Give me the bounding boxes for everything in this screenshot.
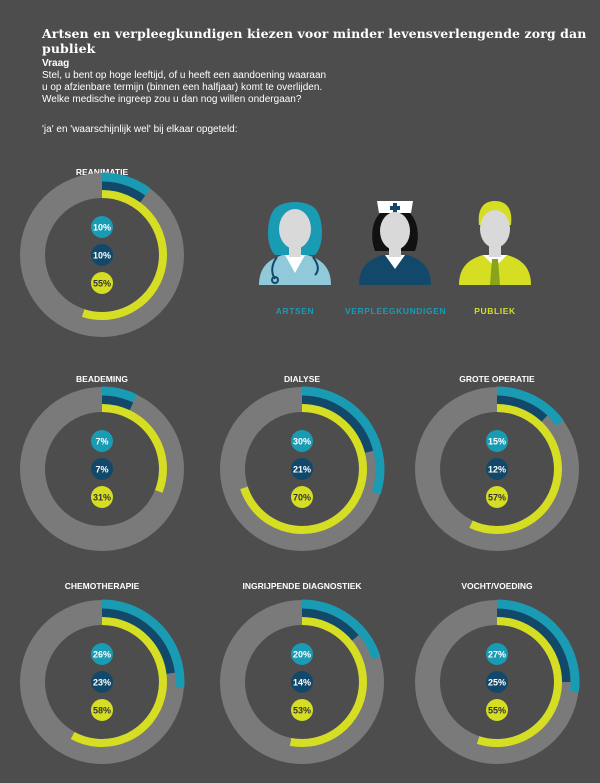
- value-pill-publiek: [91, 699, 113, 721]
- arc-verpleegkundigen: [301, 608, 359, 642]
- value-pill-verpleegkundigen: [291, 458, 313, 480]
- person-icon: [459, 201, 531, 285]
- value-label: 27%: [488, 650, 506, 660]
- question-text: Stel, u bent op hoge leeftijd, of u heef…: [42, 70, 402, 106]
- donut-chart: VOCHT/VOEDING 27% 25% 55%: [415, 581, 580, 764]
- donut-chart: INGRIJPENDE DIAGNOSTIEK 20% 14% 53%: [220, 581, 384, 764]
- arc-publiek: [289, 617, 367, 747]
- question-line: Stel, u bent op hoge leeftijd, of u heef…: [42, 70, 327, 81]
- arc-publiek: [240, 404, 367, 534]
- value-label: 10%: [93, 251, 111, 261]
- value-label: 15%: [488, 437, 506, 447]
- arc-verpleegkundigen: [101, 395, 134, 411]
- value-pill-publiek: [291, 699, 313, 721]
- value-label: 14%: [293, 678, 311, 688]
- value-label: 21%: [293, 465, 311, 475]
- value-label: 10%: [93, 223, 111, 233]
- arc-verpleegkundigen: [301, 395, 374, 454]
- legend-item-artsen: ARTSEN: [245, 195, 345, 325]
- value-pill-verpleegkundigen: [486, 458, 508, 480]
- value-pill-artsen: [486, 430, 508, 452]
- legend-label-verpleegkundigen: VERPLEEGKUNDIGEN: [345, 306, 447, 316]
- arc-verpleegkundigen: [496, 395, 548, 423]
- donut-chart: DIALYSE 30% 21% 70%: [220, 374, 385, 551]
- note-text: 'ja' en 'waarschijnlijk wel' bij elkaar …: [42, 124, 238, 135]
- legend: ARTSEN VERPLEEGKUNDIGEN PUBLIEK: [245, 195, 565, 325]
- value-pill-artsen: [291, 430, 313, 452]
- arc-artsen: [101, 386, 138, 403]
- value-label: 20%: [293, 650, 311, 660]
- value-pill-artsen: [486, 643, 508, 665]
- value-pill-publiek: [91, 272, 113, 294]
- chart-title: BEADEMING: [76, 374, 128, 384]
- arc-verpleegkundigen: [496, 608, 571, 683]
- value-label: 55%: [93, 279, 111, 289]
- arc-verpleegkundigen: [101, 181, 146, 203]
- value-label: 58%: [93, 706, 111, 716]
- question-line: u op afzienbare termijn (binnen een half…: [42, 82, 323, 93]
- question-label: Vraag: [42, 58, 70, 69]
- arc-publiek: [81, 190, 167, 320]
- donut-chart: BEADEMING 7% 7% 31%: [20, 374, 184, 551]
- value-pill-artsen: [91, 643, 113, 665]
- value-label: 23%: [93, 678, 111, 688]
- value-label: 31%: [93, 493, 111, 503]
- page-title: Artsen en verpleegkundigen kiezen voor m…: [42, 26, 587, 56]
- value-pill-artsen: [91, 430, 113, 452]
- arc-verpleegkundigen: [101, 608, 175, 675]
- arc-publiek: [469, 404, 562, 534]
- arc-artsen: [101, 172, 151, 196]
- value-label: 53%: [293, 706, 311, 716]
- value-label: 55%: [488, 706, 506, 716]
- donut-chart: CHEMOTHERAPIE 26% 23% 58%: [20, 581, 185, 764]
- value-pill-publiek: [291, 486, 313, 508]
- legend-item-publiek: PUBLIEK: [445, 195, 545, 325]
- value-pill-verpleegkundigen: [91, 458, 113, 480]
- arc-artsen: [496, 386, 564, 426]
- value-pill-publiek: [486, 699, 508, 721]
- value-pill-artsen: [91, 216, 113, 238]
- value-pill-publiek: [91, 486, 113, 508]
- donut-chart: REANIMATIE 10% 10% 55%: [20, 167, 184, 337]
- doctor-icon: [259, 202, 331, 285]
- value-pill-verpleegkundigen: [91, 671, 113, 693]
- value-label: 7%: [95, 465, 108, 475]
- donut-chart: GROTE OPERATIE 15% 12% 57%: [415, 374, 579, 551]
- arc-artsen: [101, 599, 185, 688]
- chart-title: GROTE OPERATIE: [459, 374, 535, 384]
- value-label: 25%: [488, 678, 506, 688]
- arc-artsen: [301, 386, 385, 495]
- legend-label-artsen: ARTSEN: [275, 306, 315, 316]
- arc-publiek: [476, 617, 562, 747]
- value-label: 70%: [293, 493, 311, 503]
- chart-title: INGRIJPENDE DIAGNOSTIEK: [242, 581, 362, 591]
- value-pill-verpleegkundigen: [91, 244, 113, 266]
- legend-label-publiek: PUBLIEK: [474, 306, 516, 316]
- value-pill-publiek: [486, 486, 508, 508]
- value-label: 30%: [293, 437, 311, 447]
- value-label: 12%: [488, 465, 506, 475]
- chart-title: REANIMATIE: [76, 167, 129, 177]
- legend-item-verpleegkundigen: VERPLEEGKUNDIGEN: [345, 195, 447, 325]
- arc-artsen: [496, 599, 580, 693]
- value-label: 26%: [93, 650, 111, 660]
- value-label: 57%: [488, 493, 506, 503]
- question-line: Welke medische ingreep zou u dan nog wil…: [42, 94, 302, 105]
- nurse-icon: [359, 201, 431, 285]
- arc-publiek: [101, 404, 167, 493]
- value-label: 7%: [95, 437, 108, 447]
- value-pill-verpleegkundigen: [486, 671, 508, 693]
- value-pill-verpleegkundigen: [291, 671, 313, 693]
- arc-publiek: [70, 617, 167, 747]
- arc-artsen: [301, 599, 381, 660]
- chart-title: VOCHT/VOEDING: [461, 581, 533, 591]
- chart-title: CHEMOTHERAPIE: [65, 581, 140, 591]
- chart-title: DIALYSE: [284, 374, 320, 384]
- value-pill-artsen: [291, 643, 313, 665]
